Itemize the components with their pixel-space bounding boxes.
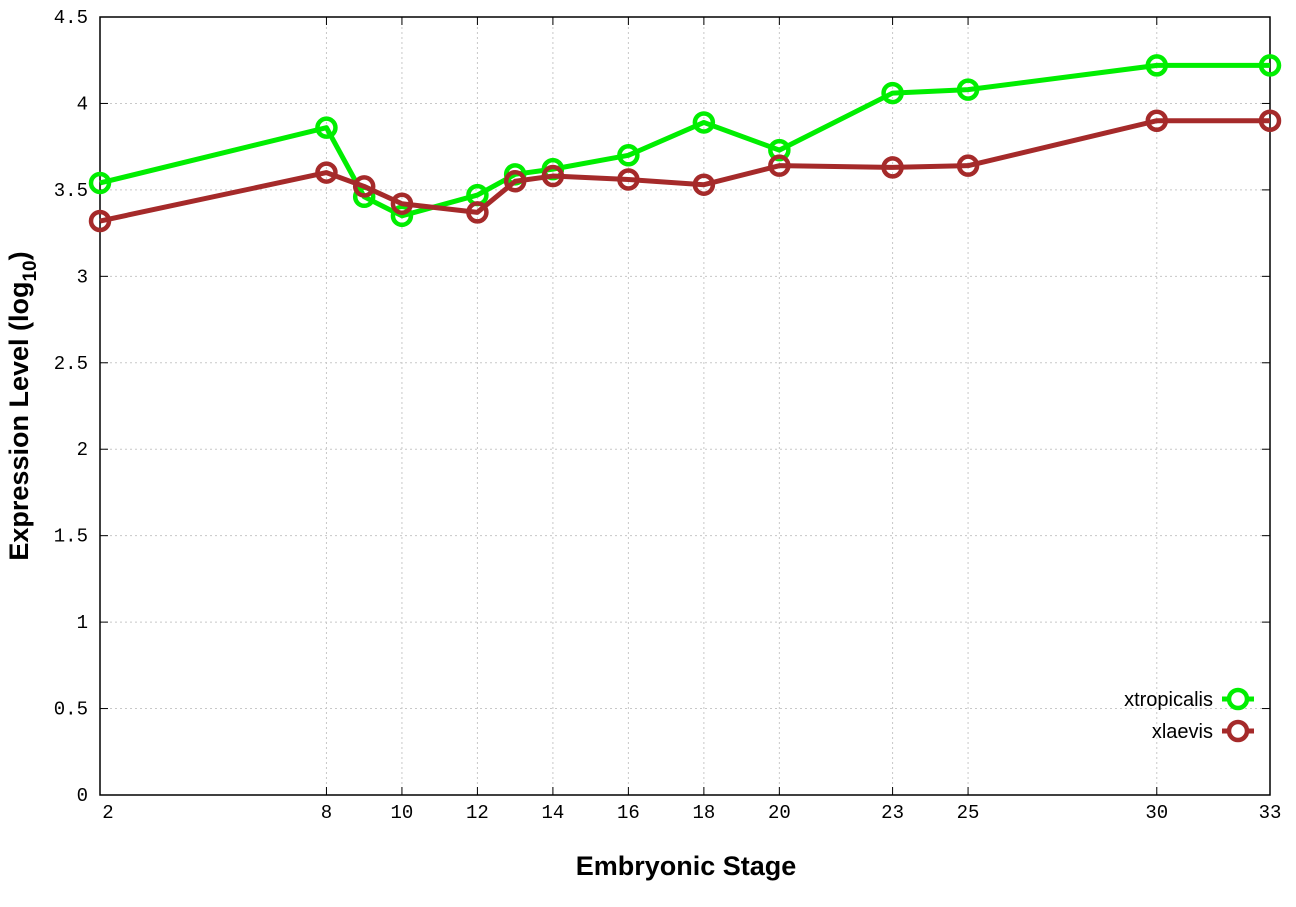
data-point <box>88 209 112 233</box>
x-tick-label: 8 <box>321 802 332 824</box>
data-point <box>315 161 338 184</box>
y-tick-label: 3.5 <box>54 180 88 202</box>
y-tick-label: 1.5 <box>54 526 88 548</box>
data-point <box>466 201 489 224</box>
y-tick-label: 1 <box>77 612 88 634</box>
series-line <box>99 62 1270 219</box>
series-xtropicalis <box>88 54 1282 228</box>
data-point <box>692 173 716 196</box>
data-point <box>768 154 791 177</box>
data-point <box>617 168 640 191</box>
data-point <box>88 171 112 195</box>
series-layer <box>88 54 1282 233</box>
x-tick-label: 30 <box>1145 802 1168 824</box>
x-tick-label: 14 <box>541 802 564 824</box>
data-point <box>881 81 904 105</box>
x-axis-label: Embryonic Stage <box>576 851 797 881</box>
data-point <box>352 175 376 198</box>
y-tick-label: 0 <box>77 785 88 807</box>
data-point <box>881 156 904 179</box>
x-tick-label: 23 <box>881 802 904 824</box>
data-point <box>956 78 980 101</box>
data-point <box>1258 109 1282 132</box>
series-xlaevis <box>88 109 1282 233</box>
data-point <box>541 164 565 188</box>
plot-border <box>99 16 1271 796</box>
y-tick-label: 4.5 <box>54 7 88 29</box>
y-tick-label: 2.5 <box>54 353 88 375</box>
legend-marker <box>1226 719 1250 743</box>
data-point <box>1145 109 1169 132</box>
data-point <box>692 111 716 134</box>
x-tick-label: 20 <box>768 802 791 824</box>
data-point <box>315 116 338 139</box>
y-tick-label: 4 <box>77 93 88 115</box>
x-tick-label: 25 <box>957 802 980 824</box>
data-point <box>390 204 414 228</box>
x-tick-label: 18 <box>692 802 715 824</box>
y-tick-label: 0.5 <box>54 699 88 721</box>
grid <box>100 17 1270 795</box>
y-tick-label: 3 <box>77 266 88 288</box>
data-point <box>1145 54 1169 77</box>
legend-label: xtropicalis <box>1124 689 1213 711</box>
series-line <box>99 118 1270 224</box>
data-point <box>1258 54 1282 77</box>
data-point <box>390 192 414 215</box>
ticks: 0 0.5 1 1.5 2 2.5 3 3.5 4 4.5 2 8 10 12 14 16 18 20 23 25 30… <box>54 7 1282 824</box>
data-point <box>956 154 980 177</box>
data-point <box>617 144 640 167</box>
x-tick-label: 12 <box>466 802 489 824</box>
x-tick-label: 2 <box>102 802 113 824</box>
data-point <box>768 138 791 162</box>
data-point <box>503 169 527 193</box>
legend-label: xlaevis <box>1152 721 1213 743</box>
x-tick-label: 16 <box>617 802 640 824</box>
legend: xtropicalis xlaevis <box>1124 687 1254 743</box>
legend-marker <box>1226 687 1250 711</box>
x-tick-label: 10 <box>391 802 414 824</box>
x-tick-label: 33 <box>1259 802 1282 824</box>
y-axis-label: Expression Level (log10) <box>4 251 41 560</box>
y-tick-label: 2 <box>77 439 88 461</box>
